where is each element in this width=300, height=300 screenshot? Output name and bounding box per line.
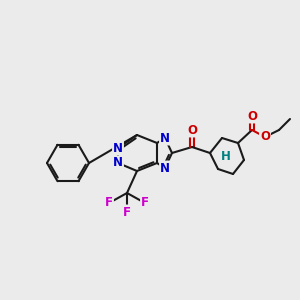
Text: N: N bbox=[113, 142, 123, 154]
Text: F: F bbox=[123, 206, 131, 218]
Text: N: N bbox=[113, 157, 123, 169]
Text: H: H bbox=[221, 151, 231, 164]
Text: N: N bbox=[160, 131, 170, 145]
Text: O: O bbox=[247, 110, 257, 122]
Text: O: O bbox=[187, 124, 197, 136]
Text: F: F bbox=[105, 196, 113, 209]
Text: F: F bbox=[141, 196, 149, 209]
Text: O: O bbox=[260, 130, 270, 143]
Text: N: N bbox=[160, 161, 170, 175]
